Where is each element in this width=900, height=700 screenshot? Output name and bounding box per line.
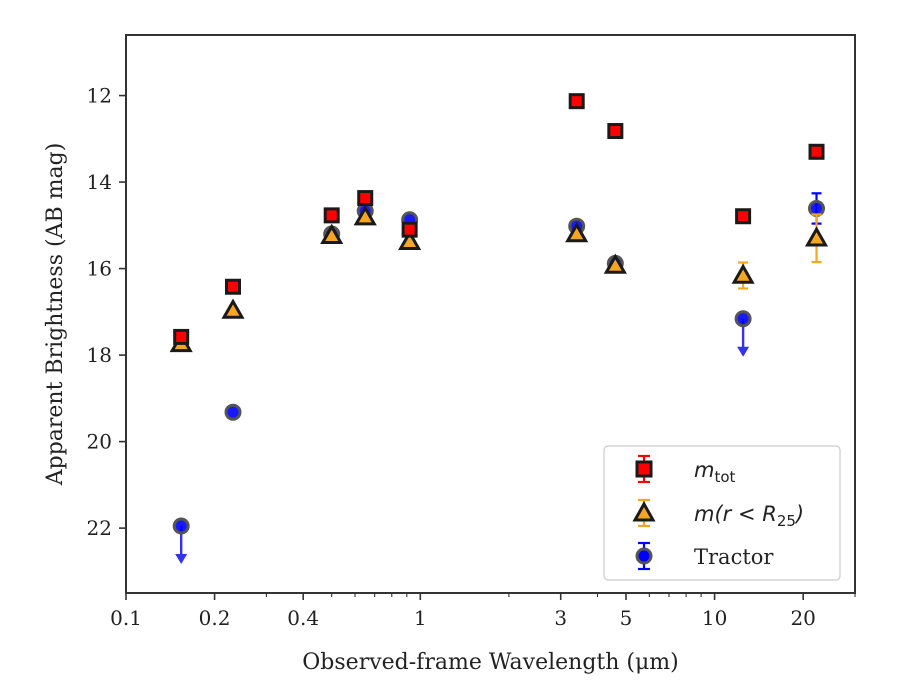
mr25-point [731,263,755,284]
tractor-point [224,403,242,421]
x-axis-label: Observed-frame Wavelength (μm) [302,650,678,675]
legend-marker-triangle [632,500,656,522]
mtot-point [808,143,825,160]
mtot-point [401,221,418,238]
legend-box [603,445,841,581]
mtot-point [607,123,624,140]
x-tick-label: 3 [554,606,567,630]
y-tick-label: 14 [87,170,112,194]
legend-label: m(r < R25) [694,502,804,530]
mr25-point [804,226,829,247]
y-tick-label: 16 [87,257,112,281]
y-tick-label: 18 [87,343,112,367]
x-tick-label: 0.4 [287,606,319,630]
legend-marker-circle [635,547,653,565]
axes: 0.1 0.2 0.4 1 3 5 10 20 12 14 16 18 20 22 [87,84,856,630]
x-tick-label: 10 [702,606,727,630]
y-tick-label: 12 [87,84,112,108]
x-tick-label: 0.1 [110,606,142,630]
legend-label: mtot [694,458,736,486]
plot-frame [125,34,856,594]
mr25-point [221,298,245,319]
mr25-point [353,205,377,226]
y-tick-label: 22 [87,516,112,540]
x-tick-label: 20 [790,606,815,630]
mtot-point [225,278,242,295]
mr25-point [565,221,589,243]
y-tick-label: 20 [87,430,112,454]
mr25-point [320,223,344,244]
upper-limit-arrowhead [737,346,750,357]
mtot-point [568,93,585,110]
legend-label: Tractor [694,545,774,569]
x-tick-label: 1 [414,606,427,630]
y-axis-label: Apparent Brightness (AB mag) [43,143,68,487]
mr25-point [603,253,627,274]
mtot-point [735,208,752,225]
x-tick-label: 5 [620,606,633,630]
legend: mtot m(r < R25) Tractor [603,445,841,581]
data-marks [169,93,829,564]
tractor-point [172,517,190,535]
x-tick-label: 0.2 [199,606,231,630]
mtot-point [173,328,190,345]
upper-limit-arrowhead [175,553,188,564]
legend-marker-square [635,460,653,478]
mtot-point [357,190,374,207]
mr25-point [398,229,422,251]
tractor-point [734,310,752,328]
mtot-point [323,207,340,224]
tractor-point [808,199,826,217]
